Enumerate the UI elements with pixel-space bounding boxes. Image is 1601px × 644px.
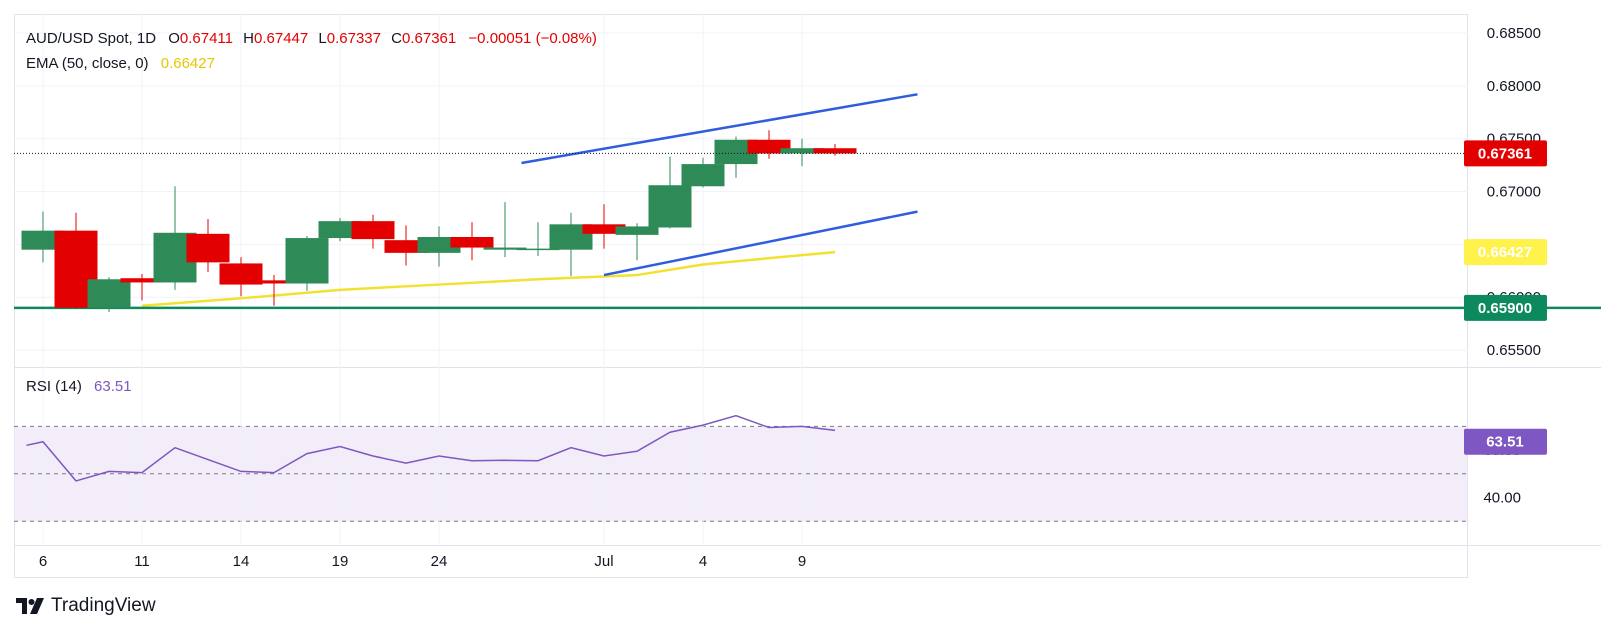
time-tick-label: 24 bbox=[431, 553, 448, 570]
candle-body bbox=[615, 226, 659, 235]
ema-tag-bg bbox=[1464, 239, 1547, 266]
candle-body bbox=[285, 238, 329, 284]
time-tick-label: 4 bbox=[699, 553, 707, 570]
price-tags: 0.67361 0.66427 0.65900 63.51 bbox=[1464, 140, 1547, 455]
last-price-tag: 0.67361 bbox=[1464, 140, 1547, 167]
price-tick-label: 0.67000 bbox=[1487, 184, 1541, 201]
time-tick-label: 19 bbox=[332, 553, 349, 570]
candle-body bbox=[186, 233, 230, 263]
rsi-legend-value: 63.51 bbox=[94, 378, 132, 395]
candle-12 bbox=[417, 226, 461, 267]
tradingview-logo-icon bbox=[16, 598, 44, 614]
ema-tag: 0.66427 bbox=[1464, 239, 1547, 266]
candle-body bbox=[648, 185, 692, 228]
candle-19 bbox=[648, 156, 692, 229]
price-tick-label: 0.68000 bbox=[1487, 78, 1541, 95]
candle-9 bbox=[318, 217, 362, 242]
rsi-legend: RSI (14) 63.51 bbox=[26, 378, 132, 395]
change-value: −0.00051 (−0.08%) bbox=[468, 30, 596, 47]
candle-13 bbox=[450, 222, 494, 261]
price-tick-label: 0.65500 bbox=[1487, 342, 1541, 359]
ema-legend: EMA (50, close, 0) 0.66427 bbox=[26, 55, 215, 72]
candle-6 bbox=[219, 257, 263, 297]
last-price-tag-text: 0.67361 bbox=[1478, 145, 1532, 162]
candle-body bbox=[219, 263, 263, 285]
ema-legend-value: 0.66427 bbox=[161, 55, 215, 72]
candle-23 bbox=[780, 138, 824, 167]
lower-trendline bbox=[603, 210, 918, 277]
candle-body bbox=[318, 221, 362, 239]
rsi-line bbox=[26, 414, 836, 482]
trendlines bbox=[521, 93, 918, 277]
candle-2 bbox=[87, 277, 131, 313]
time-tick-label: 11 bbox=[134, 553, 150, 570]
rsi-tick-label: 40.00 bbox=[1483, 490, 1521, 507]
candle-17 bbox=[582, 204, 626, 249]
candle-24 bbox=[813, 143, 857, 156]
ohlc-legend: AUD/USD Spot, 1D O0.67411 H0.67447 L0.67… bbox=[26, 30, 597, 47]
last-price-tag-bg bbox=[1464, 140, 1547, 167]
candle-body bbox=[780, 148, 824, 154]
candle-body bbox=[252, 280, 296, 284]
candle-15 bbox=[516, 222, 560, 257]
rsi-tag-bg bbox=[1464, 428, 1547, 455]
symbol-label: AUD/USD Spot, 1D bbox=[26, 30, 156, 47]
price-tick-label: 0.68500 bbox=[1487, 25, 1541, 42]
support-tag-bg bbox=[1464, 294, 1547, 321]
candle-body bbox=[384, 240, 428, 253]
time-tick-label: 6 bbox=[39, 553, 47, 570]
candle-body bbox=[483, 247, 527, 250]
candle-body bbox=[21, 230, 65, 250]
candle-18 bbox=[615, 223, 659, 261]
open-label: O bbox=[168, 30, 180, 47]
candle-8 bbox=[285, 235, 329, 291]
candle-7 bbox=[252, 275, 296, 306]
candle-body bbox=[351, 221, 395, 240]
candle-body bbox=[582, 224, 626, 234]
candle-body bbox=[417, 237, 461, 253]
upper-trendline bbox=[521, 93, 918, 165]
rsi-tag: 63.51 bbox=[1464, 428, 1547, 455]
support-tag: 0.65900 bbox=[1464, 294, 1547, 321]
candle-body bbox=[87, 279, 131, 308]
candle-14 bbox=[483, 202, 527, 258]
candle-20 bbox=[681, 157, 725, 188]
support-tag-text: 0.65900 bbox=[1478, 300, 1532, 317]
candle-body bbox=[813, 148, 857, 154]
close-label: C bbox=[391, 30, 402, 47]
rsi-tag-text: 63.51 bbox=[1486, 434, 1524, 451]
candles bbox=[21, 130, 857, 313]
high-value: 0.67447 bbox=[254, 30, 308, 47]
candle-body bbox=[747, 139, 791, 154]
time-tick-label: 9 bbox=[798, 553, 806, 570]
candle-body bbox=[516, 248, 560, 251]
rsi-background-band bbox=[14, 425, 1468, 522]
candle-10 bbox=[351, 214, 395, 249]
brand-name: TradingView bbox=[51, 595, 156, 616]
candle-22 bbox=[747, 130, 791, 159]
ema-legend-label: EMA (50, close, 0) bbox=[26, 55, 149, 72]
candle-11 bbox=[384, 225, 428, 266]
low-label: L bbox=[318, 30, 326, 47]
time-tick-label: 14 bbox=[233, 553, 250, 570]
tradingview-brand: TradingView bbox=[16, 595, 156, 617]
candle-body bbox=[450, 237, 494, 248]
time-tick-label: Jul bbox=[594, 553, 613, 570]
open-value: 0.67411 bbox=[180, 30, 233, 47]
rsi-legend-label: RSI (14) bbox=[26, 378, 82, 395]
rsi-14-line bbox=[26, 414, 836, 482]
candle-0 bbox=[21, 211, 65, 263]
time-axis: 6 11 14 19 24 Jul 4 9 bbox=[39, 553, 806, 570]
candle-body bbox=[120, 278, 164, 283]
candle-5 bbox=[186, 219, 230, 272]
low-value: 0.67337 bbox=[327, 30, 381, 47]
high-label: H bbox=[243, 30, 254, 47]
candle-body bbox=[681, 164, 725, 187]
candle-3 bbox=[120, 273, 164, 301]
close-value: 0.67361 bbox=[402, 30, 456, 47]
ema-tag-text: 0.66427 bbox=[1478, 244, 1532, 261]
